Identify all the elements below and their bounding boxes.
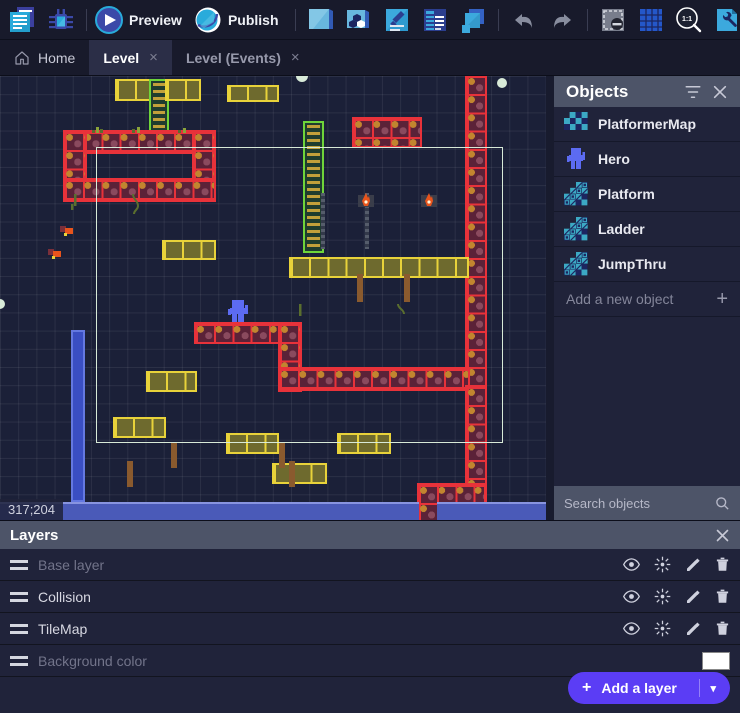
svg-text:1:1: 1:1 xyxy=(681,16,691,23)
